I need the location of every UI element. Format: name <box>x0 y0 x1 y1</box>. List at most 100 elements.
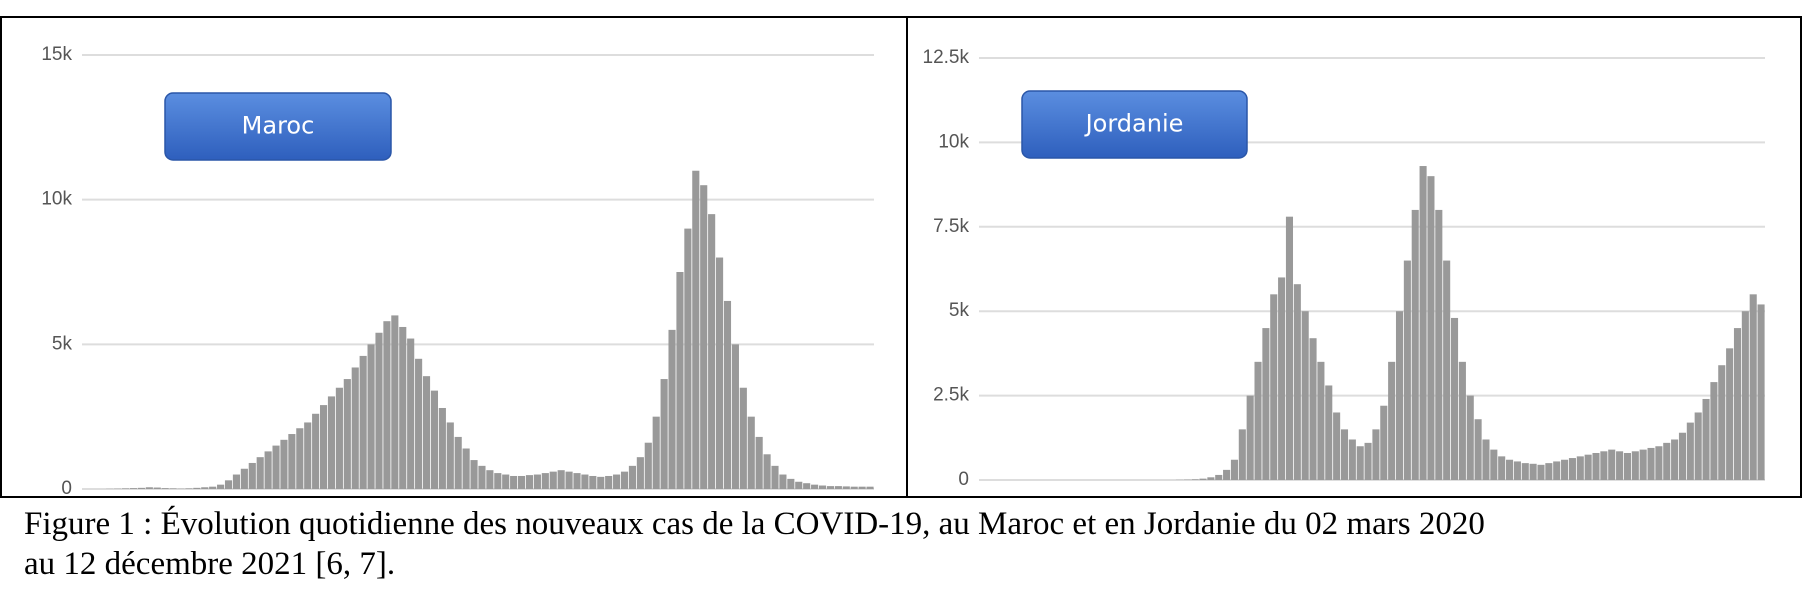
bar <box>597 476 605 489</box>
bar <box>1655 446 1663 480</box>
bar <box>1718 365 1726 480</box>
bar <box>1623 452 1631 480</box>
bar <box>1584 454 1592 480</box>
bar <box>1506 459 1514 480</box>
bar <box>185 488 193 489</box>
bar <box>1427 176 1435 480</box>
bar <box>1529 463 1537 480</box>
bar <box>280 439 288 489</box>
bar <box>510 475 518 489</box>
y-tick-label: 15k <box>41 44 72 65</box>
bar <box>1278 277 1286 480</box>
bar <box>676 272 684 489</box>
bar <box>462 448 470 489</box>
chart-label: Jordanie <box>1084 110 1184 138</box>
bar <box>1223 469 1231 480</box>
bar <box>304 422 312 489</box>
bar <box>1301 311 1309 480</box>
bar <box>1317 361 1325 480</box>
bar <box>1364 442 1372 480</box>
bar <box>1647 447 1655 480</box>
bar <box>1411 209 1419 481</box>
bar <box>834 486 842 489</box>
bar <box>1199 478 1207 480</box>
bar <box>1663 442 1671 480</box>
bar <box>1474 419 1482 480</box>
bar <box>1207 477 1215 480</box>
bar <box>1678 432 1687 480</box>
bar <box>1592 452 1600 480</box>
bar <box>137 487 145 489</box>
bar <box>1380 405 1388 480</box>
bar <box>795 481 803 489</box>
bar <box>1482 439 1490 480</box>
bar <box>1340 429 1349 480</box>
bar <box>1466 395 1474 480</box>
bar <box>1521 463 1529 480</box>
bar <box>209 486 217 489</box>
bar <box>153 487 161 489</box>
bar <box>129 488 138 489</box>
bar <box>652 416 660 489</box>
bar <box>224 480 233 489</box>
bar <box>343 379 351 489</box>
bar <box>739 387 747 489</box>
bar <box>636 457 644 489</box>
bar <box>541 473 549 489</box>
bar <box>1608 449 1616 480</box>
bar <box>454 436 462 489</box>
bar <box>755 436 763 489</box>
bar <box>217 484 225 489</box>
bar <box>628 465 637 489</box>
bar <box>296 428 304 489</box>
bar <box>573 473 581 489</box>
bar <box>668 329 676 489</box>
bar <box>1293 284 1301 480</box>
bar <box>319 405 328 489</box>
bar <box>731 344 739 489</box>
bar <box>494 473 502 489</box>
bar <box>779 474 787 489</box>
bar <box>525 475 534 489</box>
bar <box>557 470 565 489</box>
bar <box>517 475 526 489</box>
bar <box>1710 382 1718 480</box>
y-tick-label: 5k <box>949 300 970 321</box>
bar <box>660 379 668 489</box>
bar <box>803 483 811 489</box>
bar <box>1576 456 1584 480</box>
bar <box>1537 464 1545 480</box>
bar <box>1694 412 1702 480</box>
bar <box>1513 461 1521 480</box>
bar <box>1568 458 1576 480</box>
bar <box>866 486 874 489</box>
bar <box>1726 348 1734 480</box>
bar <box>1561 459 1569 480</box>
bar <box>312 413 320 489</box>
bar <box>1246 395 1254 480</box>
y-tick-label: 12.5k <box>923 47 970 68</box>
bar <box>193 487 201 489</box>
bar <box>747 416 755 489</box>
bar <box>1702 398 1710 480</box>
bar <box>811 484 819 489</box>
y-tick-label: 5k <box>52 333 73 354</box>
bar <box>1490 449 1498 480</box>
bar <box>850 486 858 489</box>
bar <box>1191 479 1199 480</box>
caption-line: au 12 décembre 2021 [6, 7]. <box>24 546 396 582</box>
bar <box>589 475 597 489</box>
label-box <box>1021 90 1248 159</box>
bar <box>692 170 700 489</box>
bar <box>327 396 336 489</box>
bar <box>1403 260 1411 480</box>
bar <box>502 474 510 489</box>
bar <box>771 465 779 489</box>
bar <box>644 442 652 489</box>
bar <box>1348 439 1356 480</box>
bar <box>581 474 589 489</box>
bar <box>351 367 359 489</box>
bar <box>605 475 613 489</box>
